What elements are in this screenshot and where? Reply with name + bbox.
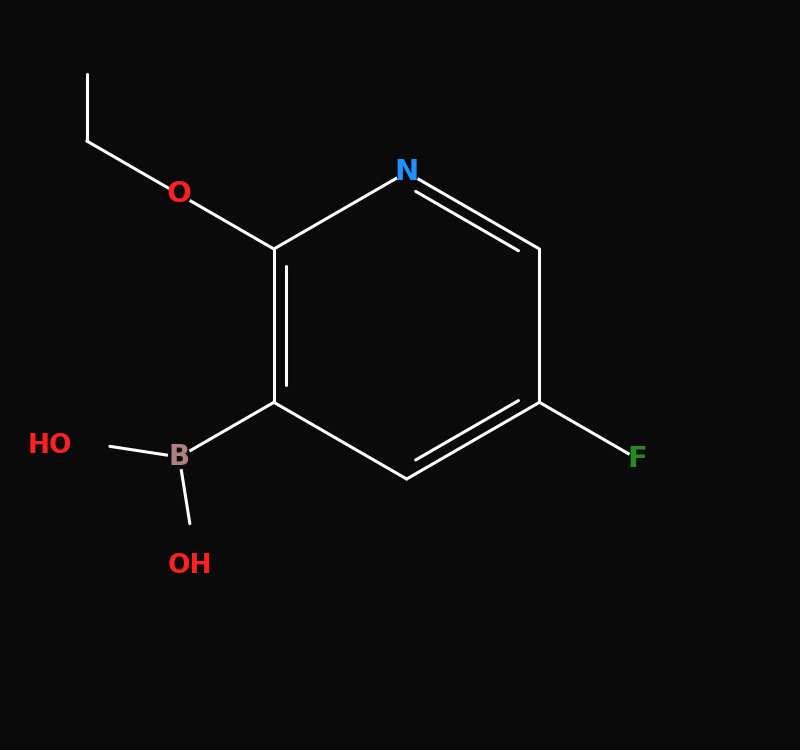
- Text: O: O: [166, 180, 192, 209]
- Text: OH: OH: [168, 553, 212, 579]
- Text: B: B: [169, 443, 190, 471]
- Text: N: N: [394, 158, 418, 186]
- Text: HO: HO: [28, 433, 73, 459]
- Text: F: F: [628, 445, 647, 473]
